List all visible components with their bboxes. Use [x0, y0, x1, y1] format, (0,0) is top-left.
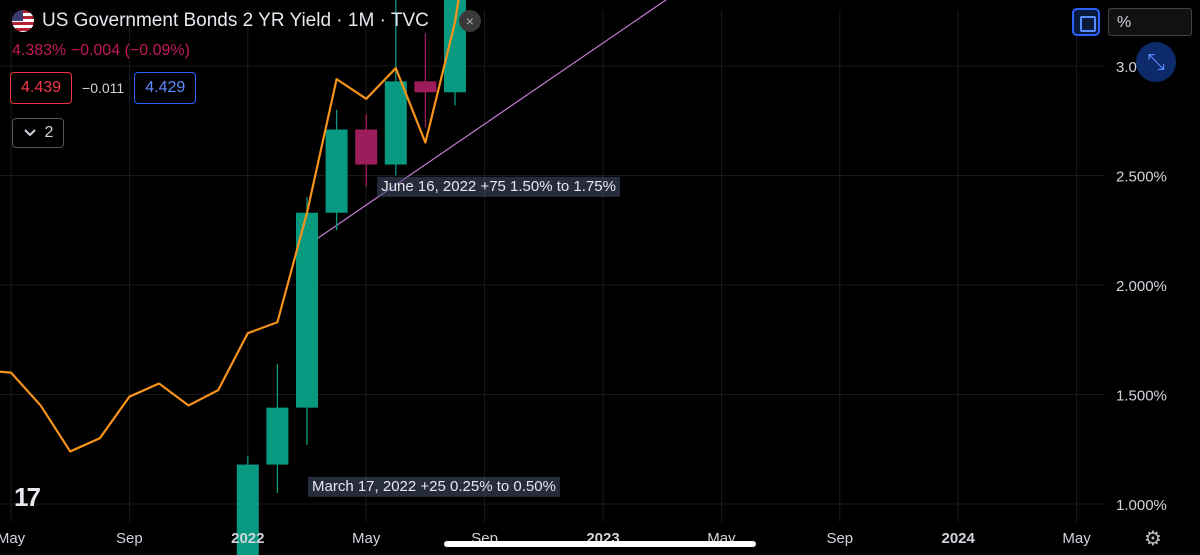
flag-us-icon	[12, 10, 34, 32]
candle[interactable]	[296, 197, 318, 445]
candlestick-series[interactable]	[236, 0, 969, 555]
spread-value: −0.011	[82, 80, 125, 96]
sell-button[interactable]: 4.439	[10, 72, 73, 104]
close-icon[interactable]: ×	[458, 10, 481, 32]
indicator-count: 2	[44, 124, 54, 141]
last-value: 4.383%	[12, 42, 67, 59]
change-percent: (−0.09%)	[124, 42, 190, 59]
annotation-text: March 17, 2022 +25 0.25% to 0.50%	[312, 478, 556, 495]
chart-header: US Government Bonds 2 YR Yield · 1M · TV…	[12, 10, 481, 32]
annotation-bg	[308, 476, 560, 497]
candle-body[interactable]	[296, 212, 318, 408]
tradingview-logo-icon: 17	[14, 482, 41, 512]
trade-panel: 4.439 −0.011 4.429	[10, 72, 197, 104]
trendline-segment[interactable]	[306, 0, 1017, 247]
x-tick-label: May	[1062, 530, 1091, 547]
candle-body[interactable]	[266, 407, 289, 465]
candle-body[interactable]	[355, 129, 378, 165]
annotation-text: June 16, 2022 +75 1.50% to 1.75%	[381, 178, 616, 195]
orange-line-series[interactable]	[0, 0, 958, 453]
annotation-label[interactable]: June 16, 2022 +75 1.50% to 1.75%	[377, 176, 620, 197]
x-tick-label: 2022	[231, 530, 264, 547]
y-tick-label: 1.500%	[1116, 388, 1167, 405]
annotation-label[interactable]: March 17, 2022 +25 0.25% to 0.50%	[308, 476, 560, 497]
home-indicator[interactable]	[444, 541, 756, 547]
line-path[interactable]	[0, 0, 958, 453]
trendline[interactable]	[306, 0, 1017, 247]
y-tick-label: 2.000%	[1116, 278, 1167, 295]
scale-unit-field[interactable]: %	[1108, 8, 1192, 36]
y-tick-label: 2.500%	[1116, 169, 1167, 186]
gear-icon[interactable]: ⚙	[1144, 528, 1162, 550]
indicators-toggle[interactable]: 2	[12, 118, 64, 148]
candle-body[interactable]	[325, 129, 348, 213]
x-tick-label: May	[352, 530, 381, 547]
x-tick-label: May	[0, 530, 26, 547]
candle[interactable]	[384, 0, 407, 176]
candle[interactable]	[236, 455, 259, 555]
collapse-arrows-icon[interactable]: ⤡	[1136, 42, 1176, 82]
x-tick-label: 2024	[942, 530, 976, 547]
candle-body[interactable]	[384, 81, 407, 165]
x-tick-label: Sep	[116, 530, 143, 547]
buy-button[interactable]: 4.429	[134, 72, 197, 104]
chevron-down-icon	[23, 129, 36, 137]
annotations[interactable]: March 22, 2023 +25 4.75% to 5.00%Dec 14,…	[228, 0, 987, 497]
quote-line: 4.383% −0.004 (−0.09%)	[12, 42, 190, 60]
x-tick-label: Sep	[826, 530, 853, 547]
fullscreen-icon[interactable]	[1072, 8, 1100, 36]
candle[interactable]	[266, 363, 289, 494]
candle-body[interactable]	[236, 464, 259, 555]
candle[interactable]	[325, 109, 348, 231]
candle[interactable]	[414, 33, 437, 128]
annotation-bg	[377, 176, 620, 197]
candle[interactable]	[355, 114, 378, 187]
y-tick-label: 1.000%	[1116, 497, 1167, 514]
candle-body[interactable]	[414, 81, 437, 93]
symbol-title[interactable]: US Government Bonds 2 YR Yield · 1M · TV…	[42, 10, 429, 31]
change-value: −0.004	[70, 42, 121, 59]
